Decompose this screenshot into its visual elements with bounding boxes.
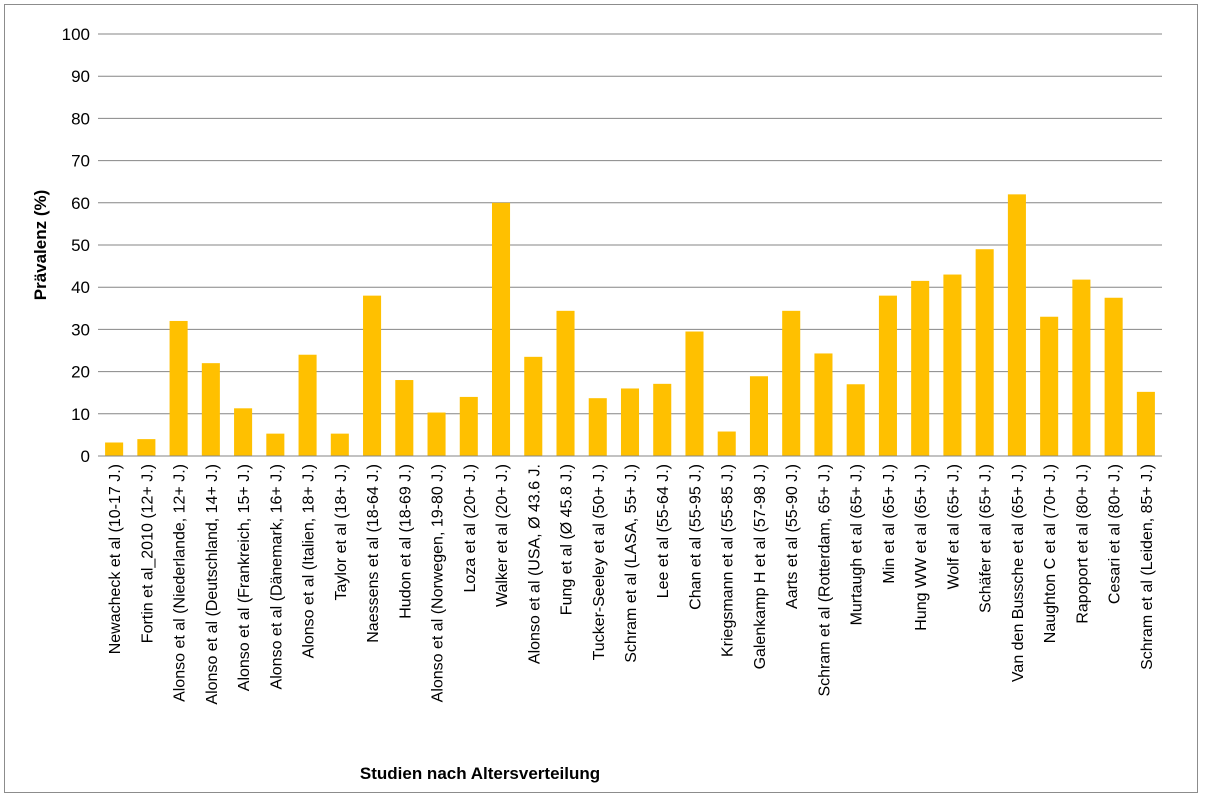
y-axis-title: Prävalenz (%) bbox=[31, 190, 50, 301]
y-tick-label: 90 bbox=[71, 67, 90, 86]
x-tick-labels: Newacheck et al (10-17 J.) Fortin et al_2… bbox=[107, 464, 1156, 705]
x-tick-label: Loza et al (20+ J.) bbox=[462, 464, 479, 593]
bar bbox=[395, 380, 414, 456]
bar bbox=[620, 388, 640, 456]
bars bbox=[105, 194, 1155, 457]
bar bbox=[975, 249, 994, 456]
bar bbox=[459, 396, 478, 456]
x-tick-label: Hudon et al (18-69 J.) bbox=[397, 464, 414, 619]
bar bbox=[137, 439, 156, 456]
bar bbox=[653, 383, 672, 456]
x-tick-label: Min et al (65+ J.) bbox=[881, 464, 898, 584]
y-tick-label: 80 bbox=[71, 109, 90, 128]
x-tick-label: Van den Bussche et al (65+ J.) bbox=[1010, 464, 1027, 682]
y-tick-labels: 0 10 20 30 40 50 60 70 80 90 100 bbox=[62, 25, 90, 466]
bar bbox=[105, 442, 124, 456]
bar bbox=[943, 274, 962, 456]
x-tick-label: Taylor et al (18+ J.) bbox=[333, 464, 350, 601]
y-tick-label: 40 bbox=[71, 278, 90, 297]
bar bbox=[234, 408, 253, 456]
bar bbox=[492, 202, 511, 456]
x-tick-label: Walker et al (20+ J.) bbox=[494, 464, 511, 607]
x-tick-label: Rapoport et al (80+ J.) bbox=[1074, 464, 1091, 624]
bar bbox=[1104, 297, 1123, 456]
y-tick-label: 100 bbox=[62, 25, 90, 44]
x-tick-label: Naughton C et al (70+ J.) bbox=[1042, 464, 1059, 643]
x-tick-label: Schäfer et al (65+ J.) bbox=[978, 464, 995, 613]
x-tick-label: Aarts et al (55-90 J.) bbox=[784, 464, 801, 609]
y-tick-label: 0 bbox=[81, 447, 90, 466]
bar bbox=[266, 433, 285, 456]
bar bbox=[169, 320, 188, 456]
bar bbox=[1007, 194, 1026, 457]
y-tick-label: 20 bbox=[71, 363, 90, 382]
x-tick-label: Newacheck et al (10-17 J.) bbox=[107, 464, 124, 654]
bar bbox=[911, 280, 930, 456]
bar bbox=[556, 310, 575, 456]
x-tick-label: Alonso et al (USA, Ø 43.6 J. bbox=[526, 464, 543, 664]
x-tick-label: Wolf et al (65+ J.) bbox=[945, 464, 962, 590]
bar bbox=[782, 310, 801, 456]
gridlines bbox=[98, 33, 1162, 415]
bar bbox=[330, 433, 349, 456]
y-tick-label: 60 bbox=[71, 194, 90, 213]
x-tick-label: Fung et al (Ø 45.8 J.) bbox=[559, 464, 576, 615]
x-tick-label: Schram et al (LASA, 55+ J.) bbox=[623, 464, 640, 663]
bar bbox=[878, 295, 897, 456]
x-tick-label: Fortin et al_2010 (12+ J.) bbox=[139, 464, 156, 643]
x-tick-label: Alonso et al (Deutschland, 14+ J.) bbox=[204, 464, 221, 705]
x-tick-label: Tucker-Seeley et al (50+ J.) bbox=[591, 464, 608, 660]
x-tick-label: Alonso et al (Niederlande, 12+ J.) bbox=[172, 464, 189, 702]
y-tick-label: 70 bbox=[71, 152, 90, 171]
x-tick-label: Kriegsmann et al (55-85 J.) bbox=[720, 464, 737, 657]
y-tick-label: 30 bbox=[71, 320, 90, 339]
bar bbox=[201, 363, 220, 456]
bar bbox=[363, 295, 382, 456]
x-axis-title: Studien nach Altersverteilung bbox=[360, 764, 600, 783]
bar bbox=[749, 376, 768, 456]
x-tick-label: Schram et al (Rotterdam, 65+ J.) bbox=[816, 464, 833, 697]
bar bbox=[1136, 391, 1155, 456]
x-tick-label: Chan et al (55-95 J.) bbox=[687, 464, 704, 610]
bar bbox=[524, 356, 543, 456]
x-tick-label: Cesari et al (80+ J.) bbox=[1107, 464, 1124, 604]
bar bbox=[814, 353, 833, 456]
y-tick-label: 10 bbox=[71, 405, 90, 424]
x-tick-label: Murtaugh et al (65+ J.) bbox=[849, 464, 866, 625]
bar bbox=[588, 398, 607, 456]
x-tick-label: Alonso et al (Norwegen, 19-80 J.) bbox=[430, 464, 447, 702]
bar bbox=[1040, 316, 1059, 456]
bar bbox=[846, 384, 865, 456]
x-tick-label: Schram et al (Leiden, 85+ J.) bbox=[1139, 464, 1156, 670]
bar bbox=[685, 331, 704, 456]
x-tick-label: Alonso et al (Dänemark, 16+ J.) bbox=[268, 464, 285, 689]
bar bbox=[427, 412, 446, 456]
x-tick-label: Hung WW et al (65+ J.) bbox=[913, 464, 930, 631]
x-tick-label: Alonso et al (Italien, 18+ J.) bbox=[301, 464, 318, 658]
y-tick-label: 50 bbox=[71, 236, 90, 255]
bar bbox=[1072, 279, 1091, 456]
x-tick-label: Galenkamp H et al (57-98 J.) bbox=[752, 464, 769, 669]
x-tick-label: Lee et al (55-64 J.) bbox=[655, 464, 672, 598]
bar bbox=[717, 431, 736, 456]
x-tick-label: Alonso et al (Frankreich, 15+ J.) bbox=[236, 464, 253, 691]
x-tick-label: Naessens et al (18-64 J.) bbox=[365, 464, 382, 643]
bar bbox=[298, 354, 317, 456]
